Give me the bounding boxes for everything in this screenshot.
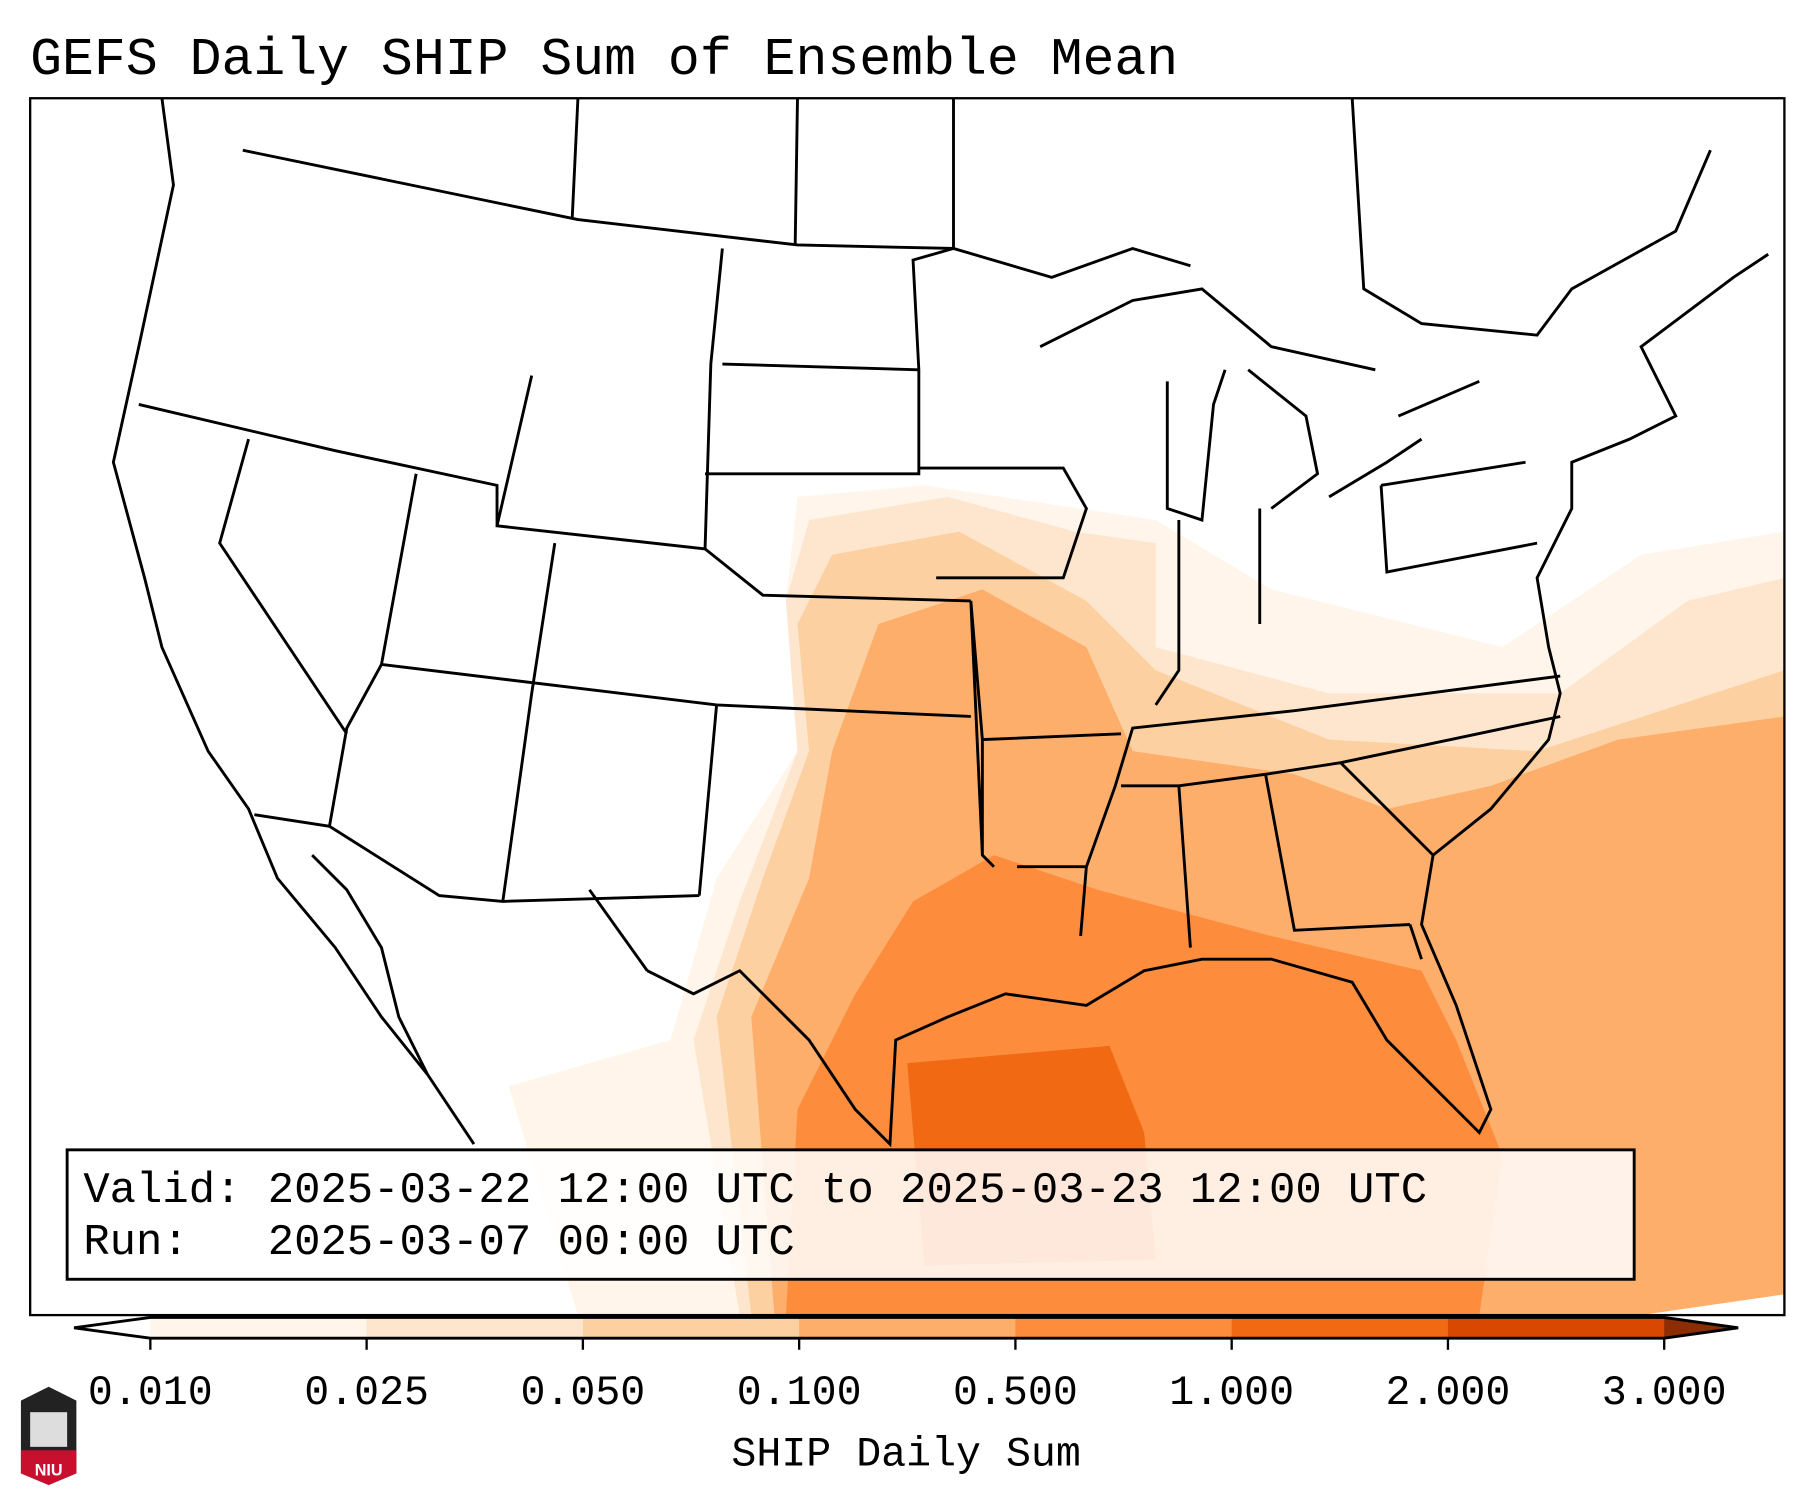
map-area [30, 98, 1785, 1316]
figure-title: GEFS Daily SHIP Sum of Ensemble Mean [30, 30, 1178, 90]
colorbar-bin-5 [1231, 1317, 1449, 1339]
map-frame [29, 97, 1786, 1317]
colorbar-tick-label: 0.050 [520, 1370, 645, 1417]
niu-logo: NIU [20, 1386, 77, 1485]
colorbar-bin-0 [150, 1317, 368, 1339]
colorbar-tick-label: 1.000 [1169, 1370, 1294, 1417]
colorbar-over-triangle [1664, 1317, 1739, 1339]
coastline [111, 98, 1770, 1148]
colorbar: 0.010 0.025 0.050 0.100 0.500 1.000 2.000 3.000 [73, 1315, 1739, 1417]
colorbar-bin-6 [1447, 1317, 1665, 1339]
colorbar-tick-label: 0.025 [304, 1370, 429, 1417]
mexico-border [254, 813, 700, 972]
great-lakes [1039, 287, 1480, 522]
colorbar-under-triangle [74, 1317, 151, 1339]
colorbar-bin-4 [1015, 1317, 1233, 1339]
colorbar-tick-label: 3.000 [1602, 1370, 1727, 1417]
colorbar-tick-label: 0.100 [737, 1370, 862, 1417]
logo-shield-red [20, 1450, 77, 1485]
boundaries [111, 98, 1770, 1148]
state-lines [138, 98, 1561, 960]
colorbar-tick-label: 0.010 [88, 1370, 213, 1417]
info-box: Valid: 2025-03-22 12:00 UTC to 2025-03-2… [65, 1148, 1636, 1281]
run-time-text: Run: 2025-03-07 00:00 UTC [83, 1218, 794, 1268]
logo-text: NIU [35, 1462, 63, 1480]
colorbar-label: SHIP Daily Sum [731, 1431, 1080, 1478]
colorbar-tick-label: 0.500 [953, 1370, 1078, 1417]
colorbar-bin-2 [582, 1317, 800, 1339]
valid-time-text: Valid: 2025-03-22 12:00 UTC to 2025-03-2… [83, 1166, 1427, 1216]
colorbar-bin-1 [366, 1317, 584, 1339]
colorbar-bin-3 [799, 1317, 1016, 1339]
colorbar-tick-label: 2.000 [1386, 1370, 1511, 1417]
